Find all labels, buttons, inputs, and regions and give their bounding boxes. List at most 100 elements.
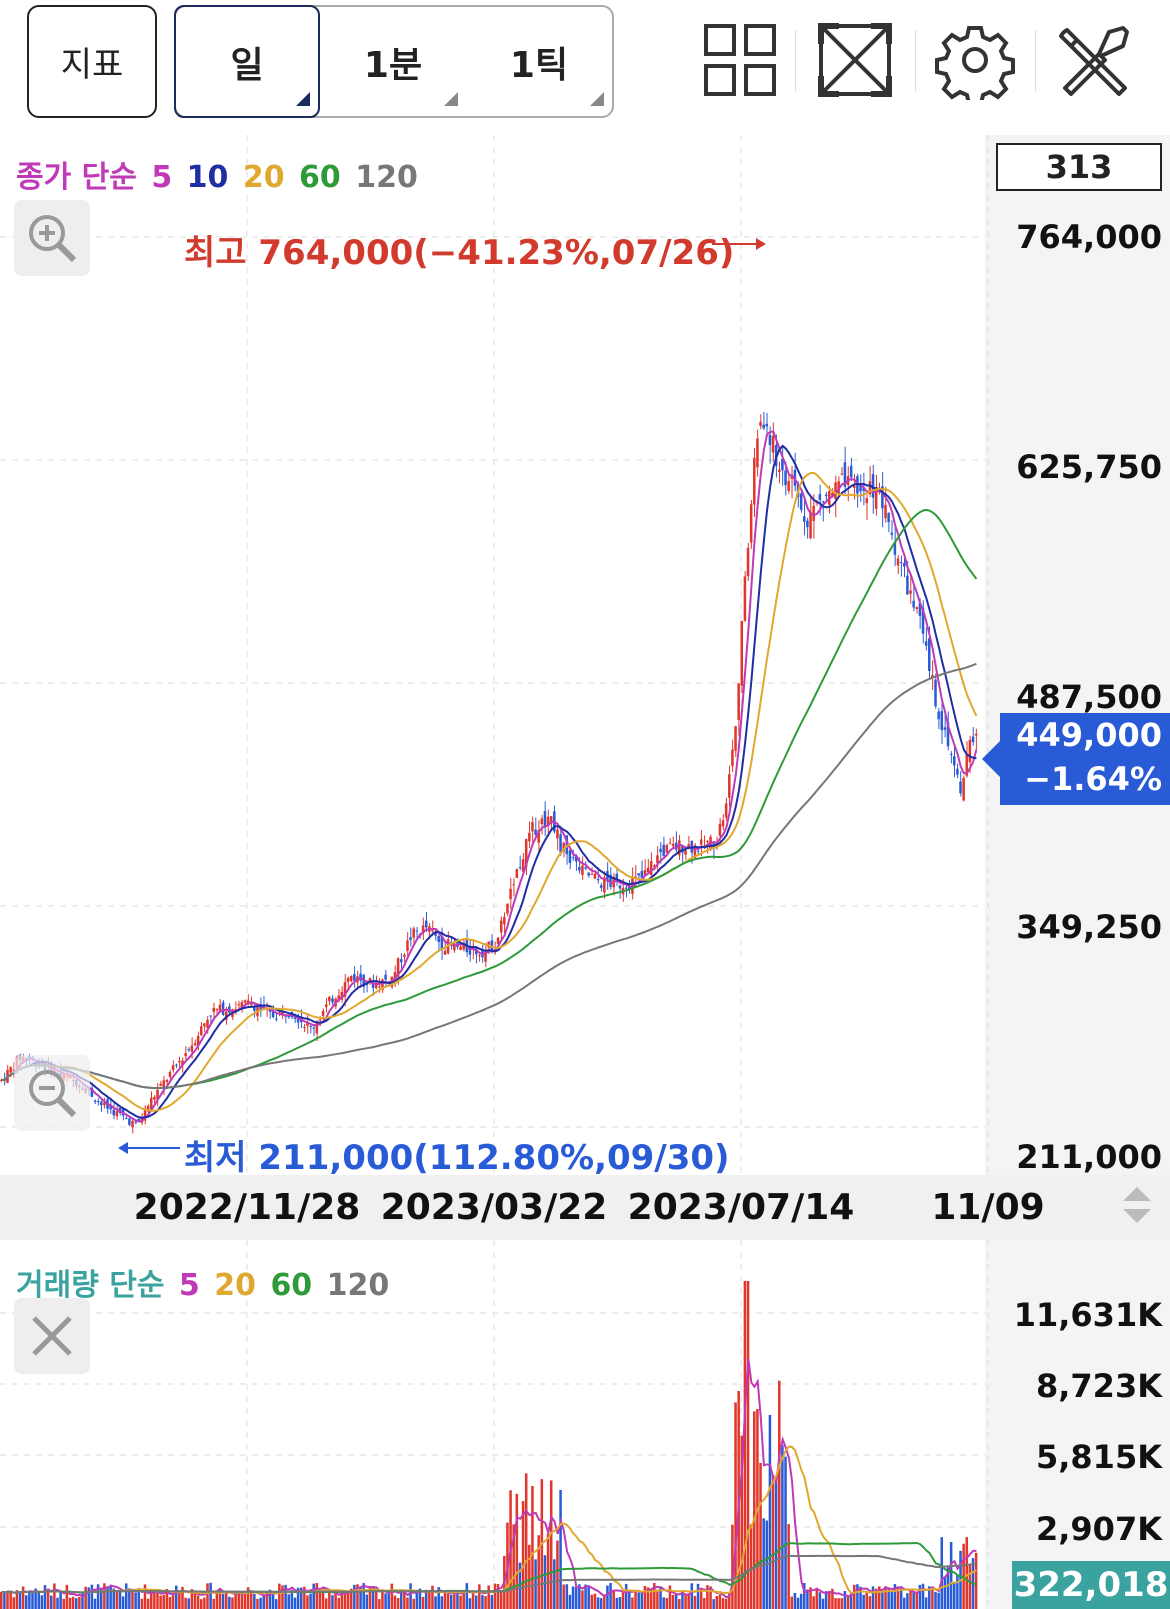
volume-bar <box>296 1587 300 1609</box>
volume-bar <box>628 1589 631 1609</box>
candle-body <box>815 502 819 504</box>
volume-bar <box>646 1587 650 1609</box>
candle-body <box>771 435 775 453</box>
volume-bar <box>359 1587 362 1609</box>
volume-plot-area <box>0 1240 985 1609</box>
volume-ma-legend[interactable]: 거래량 단순 5 20 60 120 <box>16 1260 393 1304</box>
candle-body <box>859 484 862 492</box>
volume-bar <box>221 1593 225 1609</box>
volume-bar <box>137 1591 141 1609</box>
candle-body <box>393 972 397 979</box>
indicator-button[interactable]: 지표 <box>27 5 157 118</box>
low-annotation-arrowhead <box>118 1142 128 1154</box>
candle-body <box>253 1006 256 1011</box>
volume-bar <box>928 1586 931 1609</box>
volume-bar <box>596 1597 600 1609</box>
close-volume-button[interactable] <box>14 1298 90 1374</box>
volume-bar <box>499 1591 503 1609</box>
fullscreen-icon[interactable] <box>815 20 895 100</box>
date-tick: 2023/03/22 <box>380 1187 608 1228</box>
tools-icon[interactable] <box>1055 20 1135 100</box>
candle-body <box>187 1049 191 1051</box>
volume-bar <box>553 1559 556 1609</box>
volume-bar <box>893 1584 897 1609</box>
period-1min-tab[interactable]: 1분 <box>320 7 466 116</box>
candle-body <box>899 562 903 564</box>
candle-body <box>765 423 769 427</box>
volume-bar <box>721 1598 725 1609</box>
candle-body <box>956 768 959 775</box>
candle-body <box>434 931 437 936</box>
volume-bar <box>834 1598 837 1609</box>
axis-scroll-icon[interactable] <box>1120 1183 1154 1227</box>
candle-body <box>674 842 678 850</box>
volume-bar <box>199 1599 203 1609</box>
candle-body <box>965 753 969 776</box>
volume-bar <box>484 1596 487 1609</box>
volume-bar <box>496 1584 500 1609</box>
volume-bar <box>637 1592 640 1609</box>
period-dropdown-icon <box>296 92 310 106</box>
period-daily-label: 일 <box>230 44 264 86</box>
candle-body <box>109 1105 112 1110</box>
volume-bar <box>12 1597 16 1609</box>
candle-body <box>178 1060 181 1063</box>
candle-body <box>768 435 772 446</box>
candle-body <box>643 870 647 876</box>
zoom-out-button[interactable] <box>14 1055 90 1131</box>
period-daily-tab[interactable]: 일 <box>174 5 320 118</box>
layout-grid-icon[interactable] <box>700 20 780 100</box>
candle-body <box>343 982 347 998</box>
volume-bar <box>859 1586 862 1609</box>
volume-bar <box>471 1593 475 1609</box>
candle-body <box>637 873 640 876</box>
volume-bar <box>615 1597 619 1609</box>
price-ma-legend[interactable]: 종가 단순 5 10 20 60 120 <box>16 152 422 196</box>
candle-body <box>478 955 481 957</box>
period-1tick-tab[interactable]: 1틱 <box>466 7 612 116</box>
candle-body <box>212 1007 215 1013</box>
volume-bar <box>103 1583 106 1609</box>
candle-body <box>328 996 331 1001</box>
candle-body <box>524 839 528 867</box>
volume-bar <box>481 1595 484 1609</box>
volume-bar <box>40 1595 44 1609</box>
volume-bar <box>84 1586 87 1609</box>
zoom-in-button[interactable] <box>14 200 90 276</box>
volume-bar <box>203 1597 206 1609</box>
candle-body <box>706 841 709 843</box>
candle-body <box>496 937 500 945</box>
candle-body <box>90 1087 94 1097</box>
volume-bar <box>696 1583 700 1609</box>
candle-body <box>962 777 965 801</box>
close-icon <box>32 1316 72 1356</box>
volume-bar <box>634 1591 637 1609</box>
volume-bar <box>940 1537 944 1609</box>
volume-bar <box>809 1587 812 1609</box>
candle-body <box>134 1121 137 1123</box>
volume-bar <box>546 1533 550 1609</box>
volume-bar <box>443 1591 447 1609</box>
candle-body <box>818 494 822 501</box>
candle-body <box>159 1083 162 1086</box>
candle-body <box>618 885 622 889</box>
volume-bar <box>446 1593 450 1609</box>
candle-body <box>549 816 553 824</box>
candle-body <box>503 917 506 925</box>
candle-body <box>12 1069 16 1071</box>
candle-count-box[interactable]: 313 <box>996 143 1162 191</box>
candle-body <box>821 501 825 503</box>
volume-bar <box>0 1591 3 1609</box>
candle-body <box>340 991 344 1000</box>
candle-body <box>684 850 687 855</box>
volume-bar <box>149 1590 153 1609</box>
candle-body <box>440 936 444 950</box>
volume-tick: 5,815K <box>1035 1438 1162 1476</box>
candle-body <box>165 1080 169 1082</box>
volume-bar <box>656 1589 659 1609</box>
volume-bar <box>440 1596 444 1609</box>
candle-body <box>499 920 503 933</box>
volume-bar <box>474 1595 478 1609</box>
settings-gear-icon[interactable] <box>935 20 1015 100</box>
